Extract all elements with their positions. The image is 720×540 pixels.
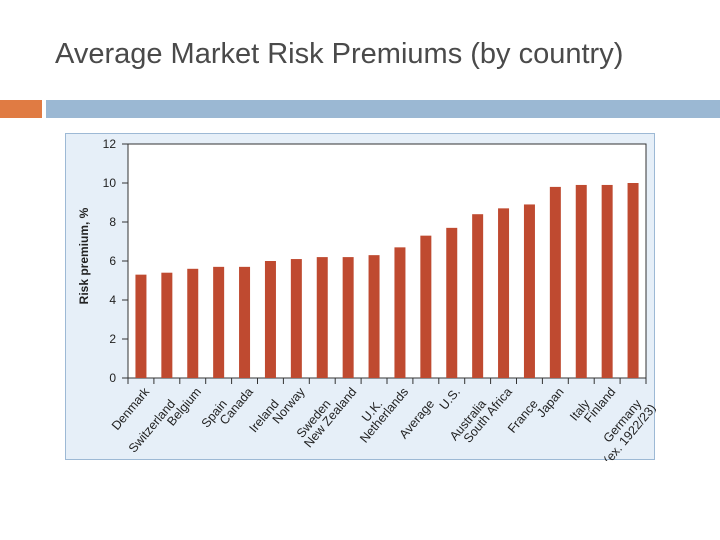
- y-axis-label: Risk premium, %: [77, 207, 91, 304]
- y-tick-label: 4: [109, 293, 116, 307]
- bar: [316, 257, 328, 378]
- bar: [213, 266, 225, 378]
- accent-bar-blue: [46, 100, 720, 118]
- plot-area: [127, 143, 647, 379]
- bar: [264, 261, 276, 378]
- x-category-label: France: [505, 397, 541, 436]
- bar: [161, 272, 173, 378]
- bar: [239, 266, 251, 378]
- slide-title: Average Market Risk Premiums (by country…: [55, 38, 624, 70]
- bar: [187, 268, 199, 378]
- x-category-label-line: Japan: [534, 385, 567, 420]
- bar: [472, 214, 484, 378]
- bar: [575, 184, 587, 378]
- bar: [342, 257, 354, 378]
- bar: [627, 183, 639, 378]
- chart-panel: 0 2 4 6 8 10 12 Risk premium, % Denmark Switzerla…: [65, 133, 656, 461]
- bar: [549, 186, 561, 378]
- bar: [290, 259, 302, 378]
- accent-bar-orange: [0, 100, 42, 118]
- bar: [135, 274, 147, 378]
- x-category-label-line: U.S.: [437, 385, 463, 413]
- y-tick-label: 12: [103, 137, 117, 151]
- y-tick-label: 10: [103, 176, 117, 190]
- bar: [601, 184, 613, 378]
- y-tick-label: 2: [109, 332, 116, 346]
- y-tick-label: 6: [109, 254, 116, 268]
- x-category-label: U.S.: [437, 385, 463, 413]
- y-tick-label: 0: [109, 371, 116, 385]
- bar: [420, 235, 432, 378]
- bar: [446, 227, 458, 378]
- x-category-label-line: France: [505, 397, 541, 436]
- bar: [394, 247, 406, 378]
- bar: [498, 208, 510, 378]
- bar: [523, 204, 535, 378]
- bar: [368, 255, 380, 378]
- x-category-label: Japan: [534, 385, 567, 420]
- y-tick-label: 8: [109, 215, 116, 229]
